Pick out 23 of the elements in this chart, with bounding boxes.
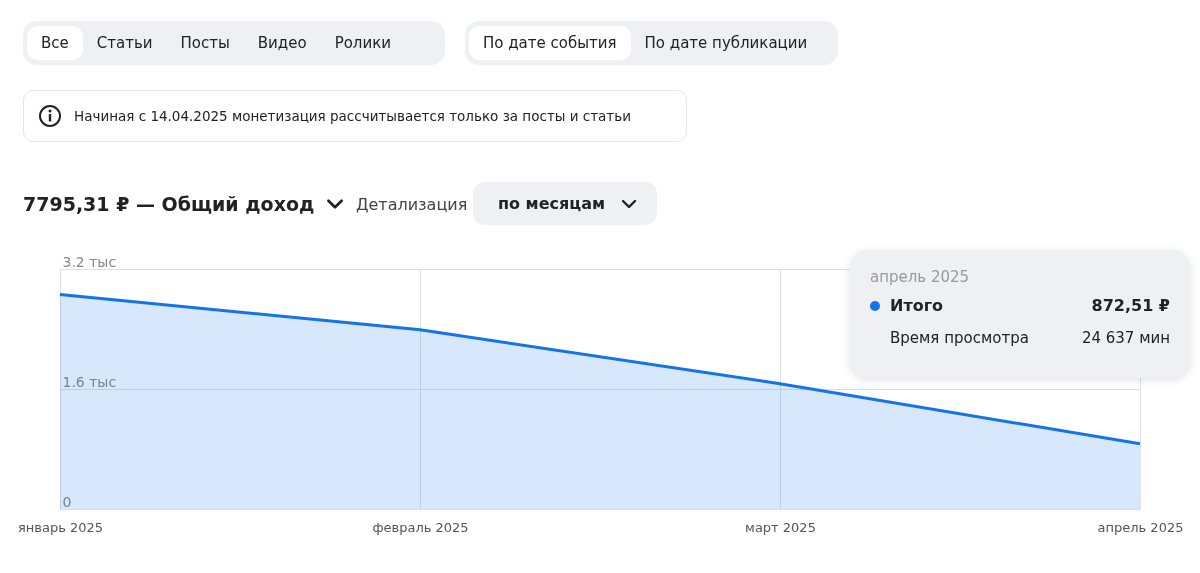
annotation: 24 637 мин xyxy=(1081,329,1170,347)
y-tick-label: 0 xyxy=(62,493,72,510)
y-tick-label: 1.6 тыс xyxy=(62,373,117,390)
text: по месяцам xyxy=(498,194,606,213)
x-tick-label: апрель 2025 xyxy=(1097,519,1184,535)
text: Начиная с 14.04.2025 монетизация рассчитывается только за посты и статьи xyxy=(74,108,631,124)
annotation: апрель 2025 xyxy=(870,268,971,286)
text: Ролики xyxy=(333,33,392,54)
text: Статьи xyxy=(95,33,154,54)
text: Все xyxy=(27,26,83,60)
text: Детализация xyxy=(356,193,468,216)
text: Видео xyxy=(256,33,308,54)
text: По дате публикации xyxy=(643,33,809,54)
x-tick-label: январь 2025 xyxy=(17,519,104,535)
y-tick-label: 3.2 тыс xyxy=(62,253,117,270)
legend-label: Итого xyxy=(890,296,944,315)
annotation: Время просмотра xyxy=(890,329,1029,347)
x-tick-label: февраль 2025 xyxy=(372,519,469,535)
x-tick-label: март 2025 xyxy=(745,519,816,535)
text: По дате события xyxy=(469,26,631,60)
chart-title: 7795,31 ₽ — Общий доход xyxy=(23,193,315,215)
annotation: 872,51 ₽ xyxy=(1091,296,1170,315)
text: Посты xyxy=(179,33,231,54)
